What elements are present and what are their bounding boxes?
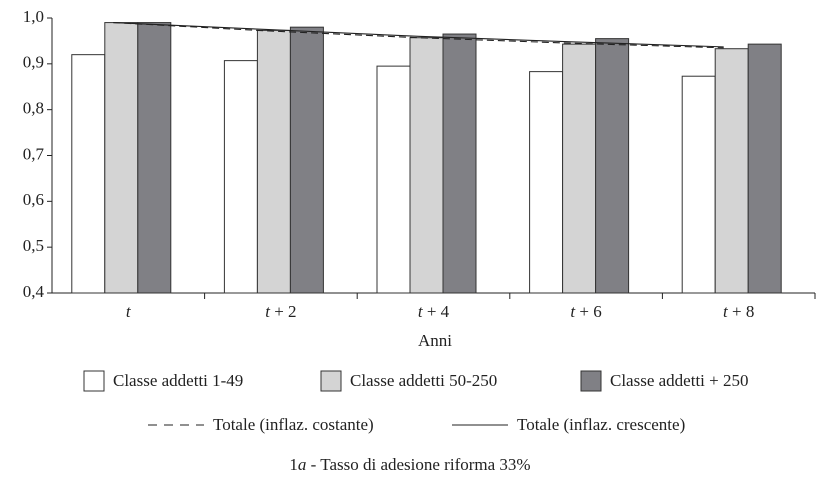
- line: [113, 22, 724, 49]
- caption-part: 1: [289, 455, 298, 474]
- legend-label: Totale (inflaz. costante): [213, 415, 374, 434]
- bar: [747, 43, 782, 294]
- x-tick-label: t + 2: [265, 302, 296, 321]
- y-tick-label: 0,4: [23, 282, 45, 301]
- bar: [376, 65, 411, 294]
- legend-label: Classe addetti 1-49: [113, 371, 243, 390]
- legend-swatch: [83, 370, 105, 392]
- x-tick-label: t + 8: [723, 302, 754, 321]
- legend-swatch: [320, 370, 342, 392]
- bar: [562, 43, 597, 294]
- bar: [409, 37, 444, 294]
- y-tick-label: 0,9: [23, 53, 44, 72]
- y-tick-label: 0,6: [23, 190, 44, 209]
- caption-part: a: [298, 455, 307, 474]
- x-axis-label: Anni: [418, 331, 452, 350]
- caption-part: - Tasso di adesione riforma 33%: [306, 455, 530, 474]
- bar: [289, 26, 324, 294]
- bar: [256, 29, 291, 294]
- bar: [595, 38, 630, 294]
- legend-label: Classe addetti 50-250: [350, 371, 497, 390]
- bar: [137, 22, 172, 294]
- bar: [104, 22, 139, 294]
- caption: 1a - Tasso di adesione riforma 33%: [289, 455, 530, 474]
- legend-label: Classe addetti + 250: [610, 371, 748, 390]
- bar: [529, 71, 564, 294]
- bar: [223, 60, 258, 294]
- bar: [71, 54, 106, 294]
- y-tick-label: 0,7: [23, 144, 45, 163]
- line: [113, 22, 724, 48]
- x-tick-label: t: [126, 302, 132, 321]
- bar: [442, 33, 477, 294]
- y-tick-label: 0,5: [23, 236, 44, 255]
- legend-swatch: [580, 370, 602, 392]
- y-tick-label: 0,8: [23, 99, 44, 118]
- bar: [714, 48, 749, 294]
- x-tick-label: t + 4: [418, 302, 450, 321]
- legend-label: Totale (inflaz. crescente): [517, 415, 685, 434]
- x-tick-label: t + 6: [570, 302, 601, 321]
- bar: [681, 75, 716, 294]
- y-tick-label: 1,0: [23, 7, 44, 26]
